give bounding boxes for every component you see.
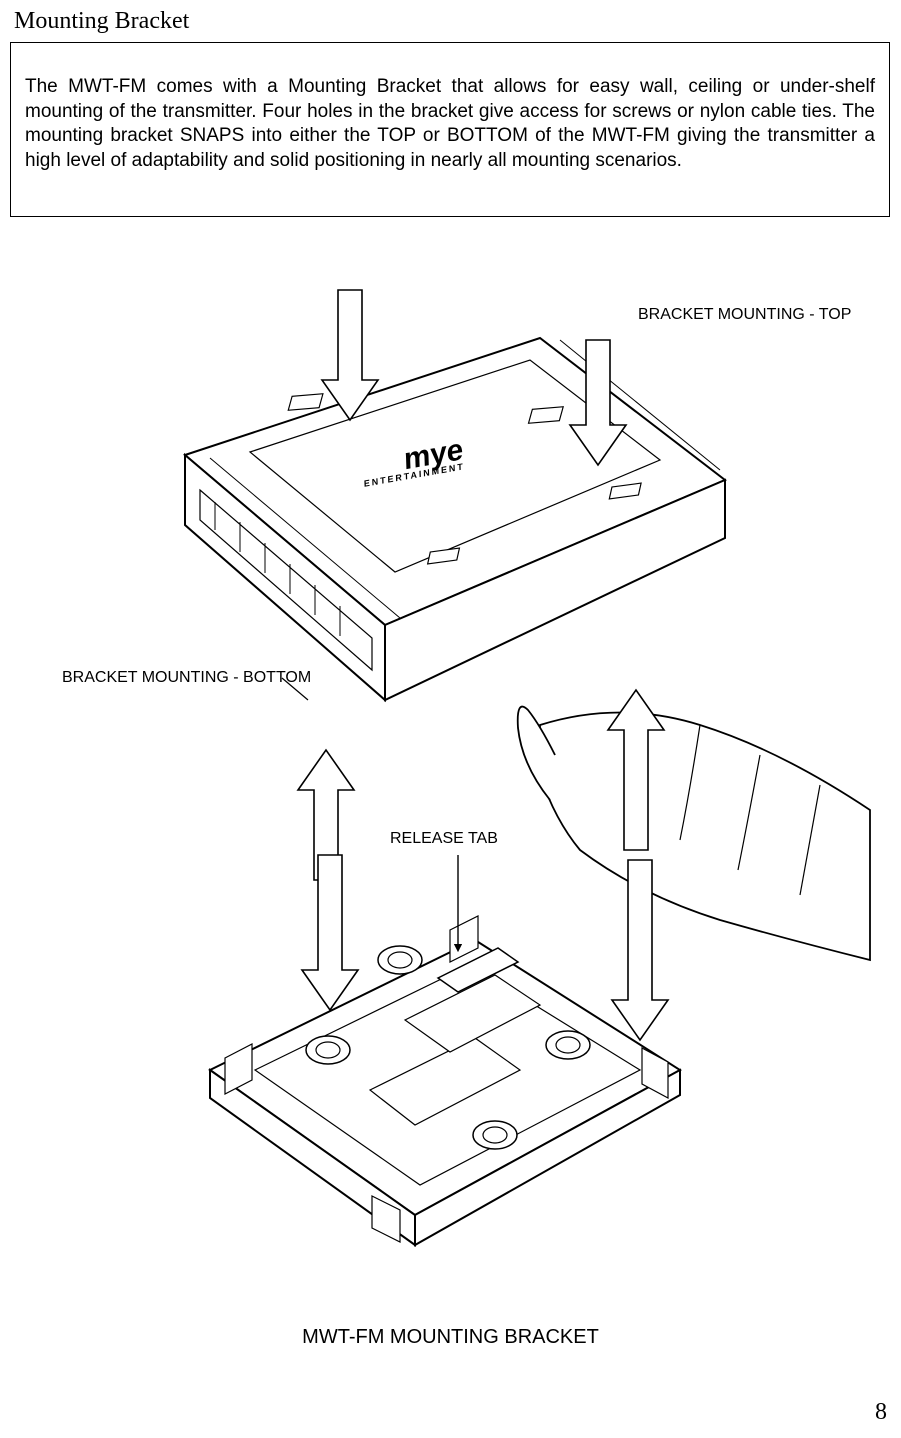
transmitter-device: mye ENTERTAINMENT xyxy=(185,338,725,700)
label-release-tab: RELEASE TAB xyxy=(390,830,498,848)
diagram: mye ENTERTAINMENT xyxy=(0,280,901,1280)
label-bracket-top: BRACKET MOUNTING - TOP xyxy=(638,306,851,324)
arrow-down-bracket-left xyxy=(302,855,358,1010)
label-bracket-bottom: BRACKET MOUNTING - BOTTOM xyxy=(62,669,311,687)
mounting-bracket xyxy=(210,916,680,1245)
hand-outline xyxy=(518,707,870,960)
diagram-caption: MWT-FM MOUNTING BRACKET xyxy=(0,1326,901,1349)
info-text: The MWT-FM comes with a Mounting Bracket… xyxy=(25,75,875,174)
page-title: Mounting Bracket xyxy=(14,8,189,35)
page-number: 8 xyxy=(875,1399,887,1426)
info-box: The MWT-FM comes with a Mounting Bracket… xyxy=(10,42,890,217)
